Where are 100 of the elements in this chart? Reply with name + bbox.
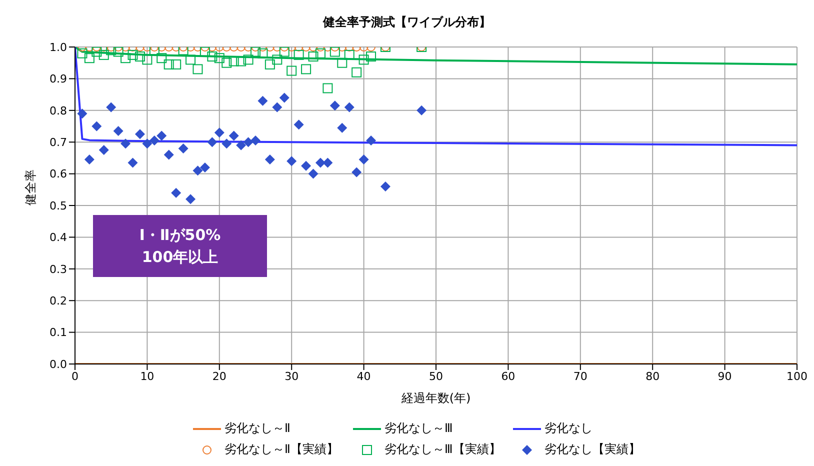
point (178, 47, 188, 56)
point (77, 48, 88, 58)
point (279, 47, 290, 57)
point (308, 168, 318, 179)
x-tick-label: 70 (573, 370, 588, 383)
point (358, 54, 369, 65)
x-tick-label: 80 (646, 370, 660, 383)
legend-label: 劣化なし～Ⅱ【実績】 (224, 441, 338, 458)
point (380, 181, 390, 192)
x-tick-label: 60 (501, 370, 516, 383)
point (222, 58, 232, 68)
point (77, 108, 88, 119)
point (207, 137, 218, 148)
point (164, 59, 174, 70)
point (164, 150, 174, 160)
point (279, 92, 290, 103)
point (286, 156, 297, 166)
point (301, 64, 312, 74)
point (264, 59, 275, 70)
point (264, 154, 275, 165)
point (171, 188, 182, 198)
annotation: Ⅰ・Ⅱが50% 100年以上 (139, 225, 221, 268)
point (92, 47, 102, 57)
x-tick-label: 90 (718, 370, 732, 383)
point (214, 53, 224, 64)
point (222, 138, 232, 149)
y-tick-label: 0.9 (50, 72, 67, 86)
point (186, 194, 196, 204)
point (192, 64, 203, 74)
y-tick-label: 1.0 (50, 40, 67, 54)
point (315, 158, 326, 168)
y-tick-label: 0.5 (50, 199, 67, 212)
point (258, 48, 268, 58)
point (236, 56, 246, 66)
point (272, 54, 282, 65)
point (228, 130, 239, 141)
legend-label: 劣化なし～Ⅲ (384, 420, 453, 437)
y-tick-label: 0.0 (50, 358, 67, 371)
y-tick-label: 0.6 (50, 168, 67, 181)
y-tick-label: 0.2 (50, 294, 67, 308)
point (330, 47, 340, 57)
legend-label: 劣化なし (544, 420, 592, 437)
point (301, 160, 312, 171)
point (337, 122, 348, 133)
point (156, 53, 167, 64)
point (315, 48, 326, 58)
point (322, 158, 333, 168)
callout-box: Ⅰ・Ⅱが50% 100年以上 (93, 215, 267, 277)
point (286, 66, 297, 76)
point (134, 129, 145, 140)
point (272, 102, 282, 112)
legend-label: 劣化なし～Ⅲ【実績】 (384, 441, 501, 458)
x-tick-label: 40 (356, 370, 371, 383)
point (186, 54, 196, 65)
point (236, 140, 246, 150)
point (134, 52, 145, 62)
x-tick-label: 20 (212, 370, 226, 383)
point (352, 167, 362, 178)
point (84, 154, 94, 165)
point (250, 136, 260, 146)
point (171, 59, 182, 70)
point (113, 47, 124, 57)
y-tick-label: 0.7 (50, 136, 67, 150)
point (192, 166, 203, 176)
point (258, 96, 268, 106)
point (344, 50, 354, 60)
x-tick-label: 100 (786, 370, 808, 383)
point (92, 121, 102, 132)
x-tick-label: 50 (429, 370, 443, 383)
point (142, 138, 152, 149)
chart-title: 健全率予測式【ワイブル分布】 (322, 14, 492, 31)
point (149, 136, 160, 146)
x-tick-label: 0 (72, 370, 78, 383)
point (308, 52, 318, 62)
x-axis-title: 経過年数(年) (400, 391, 471, 405)
legend-label: 劣化なし【実績】 (544, 441, 640, 458)
point (358, 154, 369, 165)
point (416, 105, 427, 116)
point (294, 120, 304, 130)
x-tick-label: 30 (284, 370, 299, 383)
point (214, 128, 224, 138)
point (207, 52, 218, 62)
point (113, 126, 124, 136)
point (128, 50, 138, 60)
point (200, 47, 210, 57)
point (98, 145, 109, 156)
point (294, 50, 304, 60)
y-tick-label: 0.1 (50, 326, 67, 340)
point (84, 53, 94, 64)
point (128, 158, 138, 168)
point (366, 136, 376, 146)
point (228, 56, 239, 66)
point (178, 143, 188, 154)
point (200, 162, 210, 172)
point (120, 138, 131, 149)
y-tick-label: 0.3 (50, 262, 67, 276)
point (322, 83, 333, 94)
y-axis-title: 健全率 (23, 170, 38, 206)
point (156, 130, 167, 141)
point (352, 67, 362, 78)
